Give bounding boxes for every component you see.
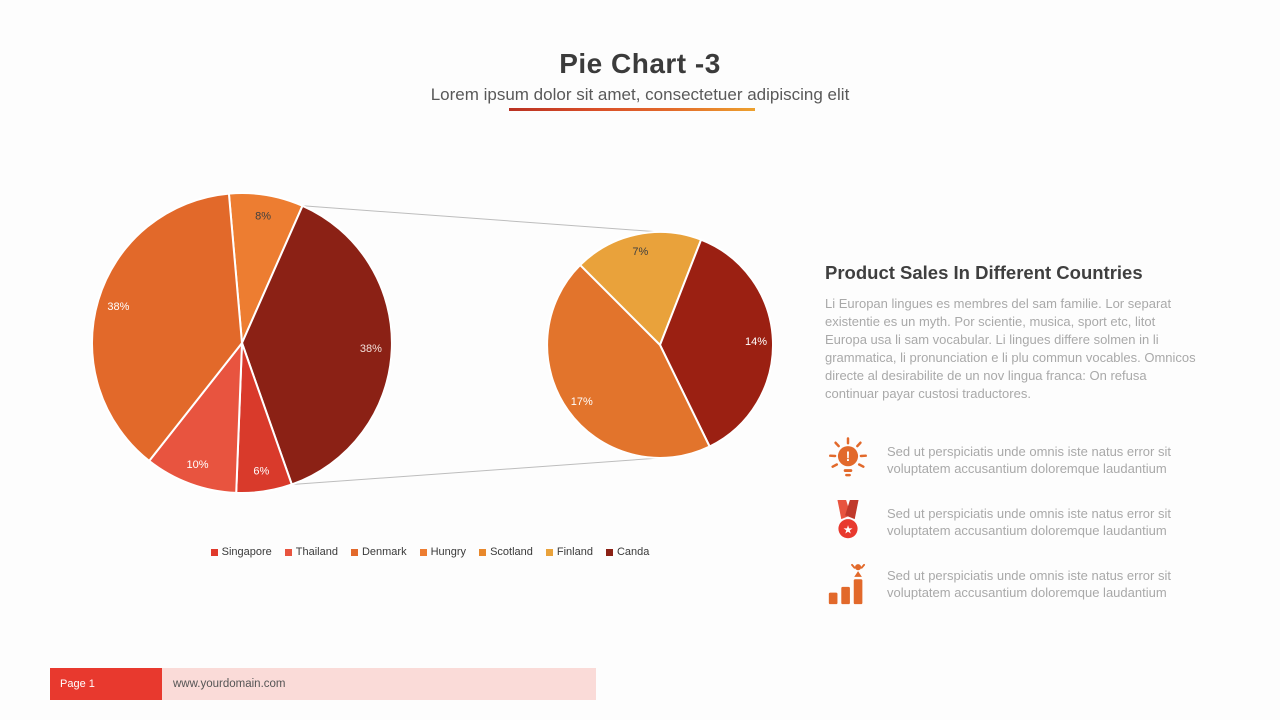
- legend-swatch: [479, 548, 487, 556]
- pie-slice-label: 38%: [360, 343, 382, 355]
- legend-label: Thailand: [295, 546, 338, 558]
- pie-of-pie-chart: 8% 38% 6% 10% 38% 7% 14% 17%: [91, 192, 774, 494]
- pie-slice: [148, 342, 243, 494]
- connector-line: [291, 457, 661, 485]
- legend-item: Canda: [605, 546, 650, 558]
- connector-line: [302, 205, 661, 233]
- legend-label: Singapore: [221, 546, 272, 558]
- feature-text: Sed ut perspiciatis unde omnis iste natu…: [887, 505, 1171, 538]
- title-underline: [509, 108, 755, 111]
- pie-slice-label: 10%: [186, 459, 208, 471]
- idea-icon: !: [829, 437, 867, 477]
- legend-swatch: [284, 548, 292, 556]
- footer-url: www.yourdomain.com: [162, 668, 596, 700]
- legend-swatch: [210, 548, 218, 556]
- legend-label: Scotland: [490, 546, 533, 558]
- pie-slice-label: 38%: [107, 301, 129, 313]
- pie-slice-label: 17%: [571, 396, 593, 408]
- feature-text: Sed ut perspiciatis unde omnis iste natu…: [887, 443, 1171, 476]
- pie-slice: [241, 204, 393, 486]
- legend-item: Denmark: [350, 546, 407, 558]
- legend-swatch: [350, 548, 358, 556]
- legend-swatch: [419, 548, 427, 556]
- feature-text: Sed ut perspiciatis unde omnis iste natu…: [887, 567, 1171, 600]
- legend-label: Denmark: [361, 546, 407, 558]
- page-number-badge: Page 1: [50, 668, 162, 700]
- right-panel: Product Sales In Different Countries Li …: [825, 262, 1197, 403]
- legend-label: Finland: [556, 546, 593, 558]
- pie-slice: [546, 264, 711, 459]
- slide-header: Pie Chart -3 Lorem ipsum dolor sit amet,…: [0, 48, 1280, 105]
- legend-label: Hungry: [430, 546, 467, 558]
- feature-list: ! Sed ut perspiciatis unde omnis iste na…: [825, 437, 1197, 607]
- pie-slice-label: 14%: [745, 336, 767, 348]
- legend-item: Scotland: [479, 546, 533, 558]
- pie-slice-label: 6%: [253, 466, 269, 478]
- podium-icon: [828, 563, 866, 605]
- feature-row: Sed ut perspiciatis unde omnis iste natu…: [825, 561, 1197, 607]
- panel-heading: Product Sales In Different Countries: [825, 262, 1143, 283]
- pie-slice-label: 8%: [255, 211, 271, 223]
- legend-label: Canda: [616, 546, 650, 558]
- slide-title: Pie Chart -3: [559, 48, 721, 79]
- panel-body: Li Europan lingues es membres del sam fa…: [825, 296, 1196, 401]
- chart-legend: Singapore Thailand Denmark Hungry Scotland Fi…: [60, 546, 800, 558]
- legend-swatch: [605, 548, 613, 556]
- feature-row: ★ Sed ut perspiciatis unde omnis iste na…: [825, 499, 1197, 545]
- slide-subtitle: Lorem ipsum dolor sit amet, consectetuer…: [430, 85, 850, 104]
- pie-slice: [659, 238, 774, 448]
- medal-icon: ★: [837, 499, 859, 539]
- svg-text:★: ★: [843, 525, 853, 537]
- legend-item: Finland: [545, 546, 593, 558]
- svg-text:!: !: [846, 449, 850, 464]
- legend-item: Hungry: [419, 546, 467, 558]
- pie-slice: [91, 192, 243, 462]
- feature-row: ! Sed ut perspiciatis unde omnis iste na…: [825, 437, 1197, 483]
- legend-item: Thailand: [284, 546, 338, 558]
- legend-item: Singapore: [210, 546, 272, 558]
- pie-slice-label: 7%: [632, 246, 648, 258]
- legend-swatch: [545, 548, 553, 556]
